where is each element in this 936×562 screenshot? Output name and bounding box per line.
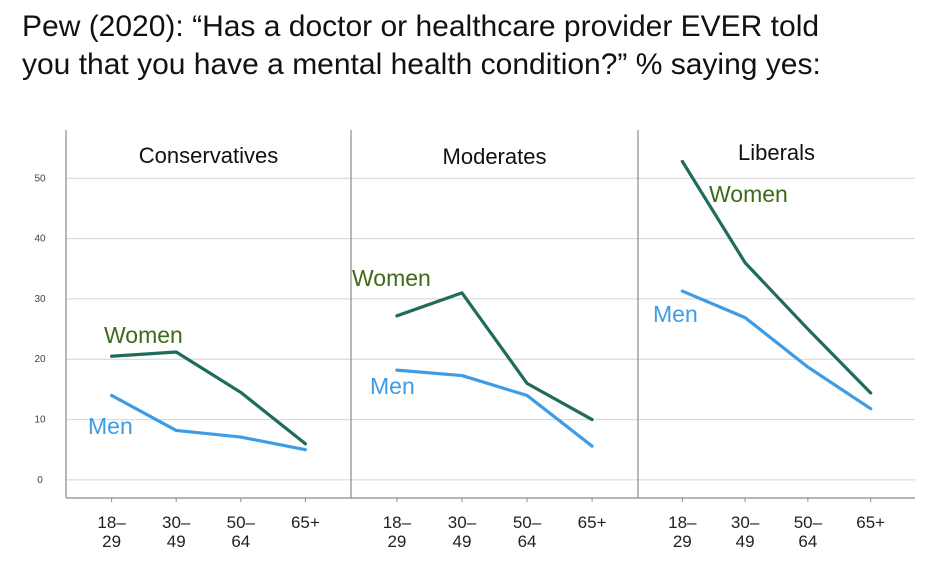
series-line-men — [680, 289, 873, 411]
x-tick-label: 50– — [227, 513, 256, 532]
series-label-men: Men — [88, 413, 133, 439]
x-tick-label: 18– — [97, 513, 126, 532]
y-tick-label-10: 10 — [34, 415, 46, 426]
title-line-1: Pew (2020): “Has a doctor or healthcare … — [22, 10, 820, 43]
y-tick-label-0: 0 — [37, 475, 43, 486]
x-tick-label: 64 — [231, 532, 250, 551]
x-tick-label: 30– — [448, 513, 477, 532]
x-tick-label: 30– — [731, 513, 760, 532]
panel-title: Conservatives — [139, 143, 278, 168]
x-tick-label: 29 — [673, 532, 692, 551]
x-tick-label: 49 — [736, 532, 755, 551]
x-tick-label: 18– — [383, 513, 412, 532]
series-line-men — [109, 393, 307, 452]
x-tick-label: 64 — [518, 532, 537, 551]
series-label-men: Men — [653, 301, 698, 327]
x-tick-label: 49 — [453, 532, 472, 551]
x-tick-label: 29 — [387, 532, 406, 551]
series-line-women — [680, 159, 873, 395]
series-label-men: Men — [370, 373, 415, 399]
series-label-women: Women — [709, 181, 788, 207]
series-label-women: Women — [352, 265, 431, 291]
x-tick-label: 50– — [513, 513, 542, 532]
x-tick-label: 64 — [798, 532, 817, 551]
chart-title: Pew (2020): “Has a doctor or healthcare … — [22, 8, 922, 84]
series-label-women: Women — [104, 322, 183, 348]
panel-liberals: 18–29 30–49 50–64 65+ Liberals Women Men — [637, 130, 915, 551]
panel-title: Liberals — [738, 140, 815, 165]
y-tick-label-50: 50 — [34, 173, 46, 184]
x-tick-label: 49 — [167, 532, 186, 551]
x-tick-label: 65+ — [856, 513, 885, 532]
series-line-men — [395, 368, 594, 448]
series-line-women — [395, 291, 594, 422]
y-tick-label-40: 40 — [34, 234, 46, 245]
x-tick-label: 18– — [668, 513, 697, 532]
y-tick-label-30: 30 — [34, 294, 46, 305]
title-line-2: you that you have a mental health condit… — [22, 48, 821, 81]
x-tick-label: 30– — [162, 513, 191, 532]
panel-moderates: 18–29 30–49 50–64 65+ Moderates Women Men — [350, 130, 638, 551]
x-tick-label: 65+ — [291, 513, 320, 532]
panel-title: Moderates — [443, 144, 547, 169]
y-tick-label-20: 20 — [34, 354, 46, 365]
panel-conservatives: 18–29 30–49 50–64 65+ Conservatives Women Men — [65, 130, 351, 551]
x-tick-label: 29 — [102, 532, 121, 551]
x-tick-label: 65+ — [578, 513, 607, 532]
series-line-women — [109, 350, 307, 446]
x-tick-label: 50– — [794, 513, 823, 532]
